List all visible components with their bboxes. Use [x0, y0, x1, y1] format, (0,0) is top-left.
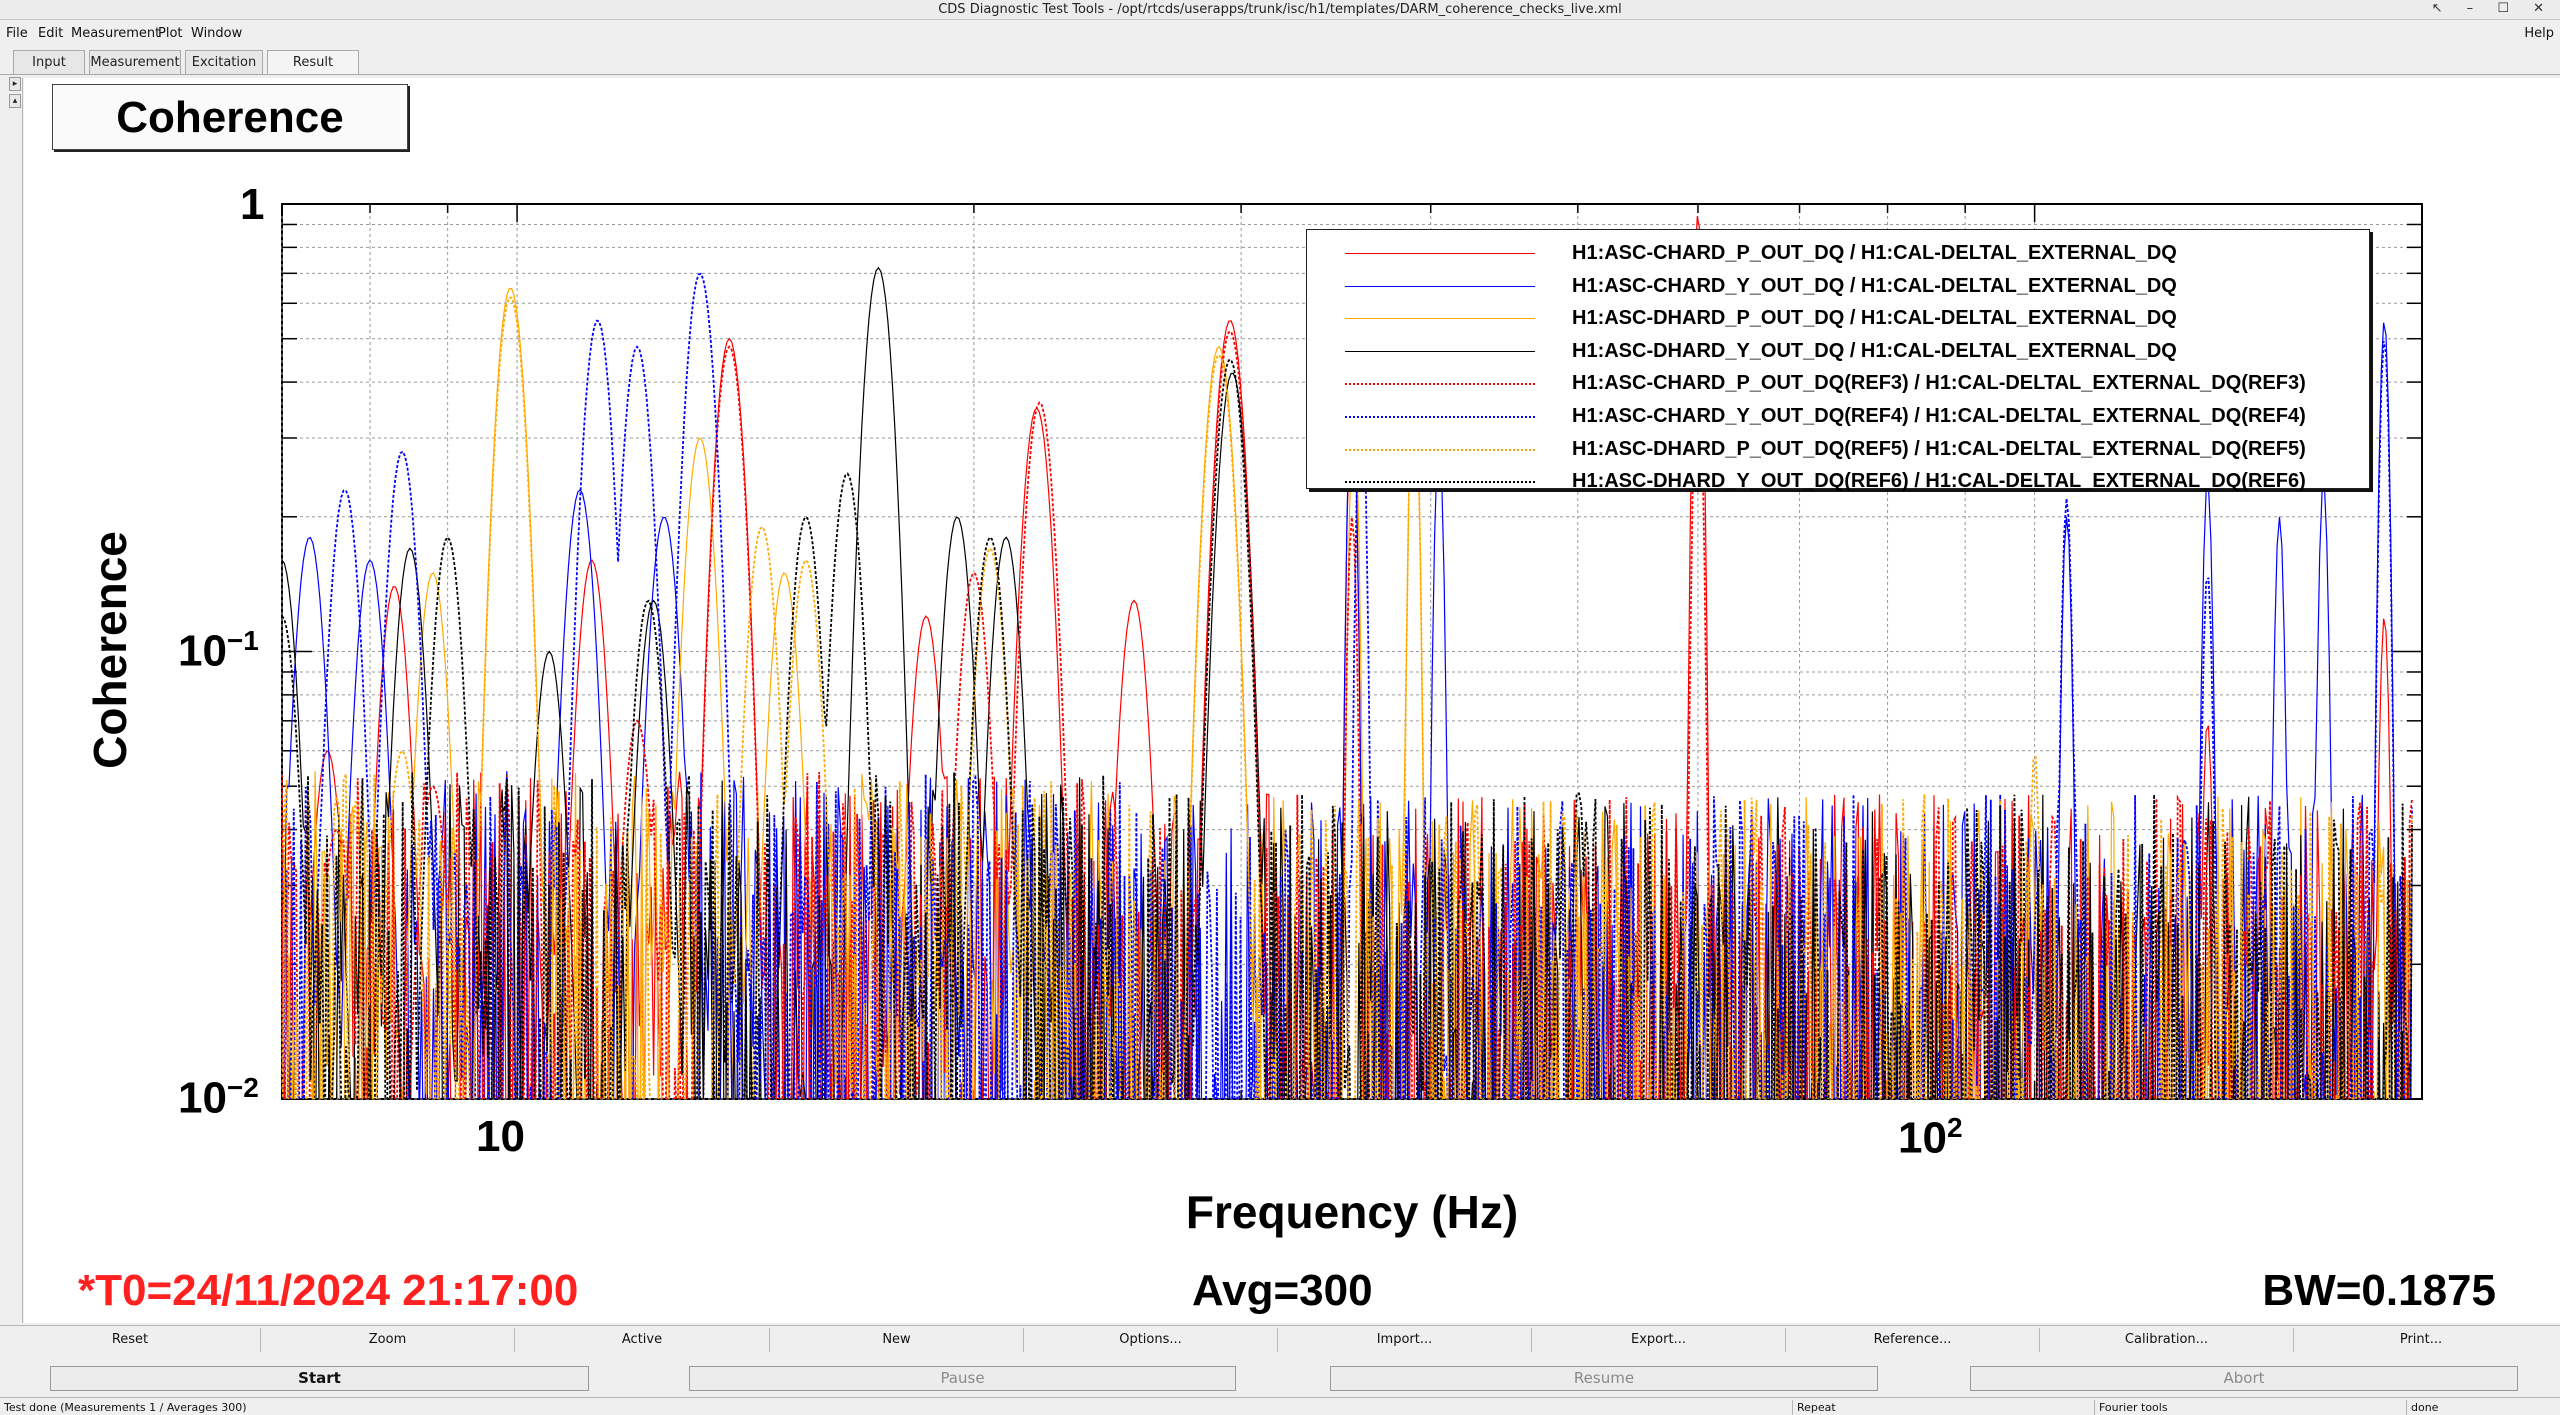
expand-up-icon[interactable]: ▴ [9, 94, 21, 108]
legend-entry: H1:ASC-DHARD_Y_OUT_DQ(REF6) / H1:CAL-DEL… [1307, 466, 2369, 498]
calibration-button[interactable]: Calibration... [2040, 1328, 2294, 1352]
expand-right-icon[interactable]: ▸ [9, 77, 21, 91]
legend-entry: H1:ASC-CHARD_Y_OUT_DQ(REF4) / H1:CAL-DEL… [1307, 401, 2369, 433]
side-divider [22, 78, 23, 1323]
menu-bar: File Edit Measurement Plot Window Help [0, 24, 2560, 46]
y-tick-label-0.01: 10−2 [178, 1072, 259, 1124]
y-tick-base: 10 [178, 1073, 227, 1123]
legend-label: H1:ASC-DHARD_Y_OUT_DQ / H1:CAL-DELTAL_EX… [1572, 339, 2177, 362]
menu-edit[interactable]: Edit [38, 26, 64, 41]
legend-swatch [1345, 318, 1535, 320]
title-bar: CDS Diagnostic Test Tools - /opt/rtcds/u… [0, 0, 2560, 20]
legend-entry: H1:ASC-DHARD_P_OUT_DQ(REF5) / H1:CAL-DEL… [1307, 434, 2369, 466]
status-bar: Test done (Measurements 1 / Averages 300… [0, 1397, 2560, 1415]
plot-toolbar: Reset Zoom Active New Options... Import.… [0, 1325, 2560, 1353]
legend-swatch [1345, 285, 1535, 287]
plot-title-box: Coherence [52, 84, 408, 150]
reference-button[interactable]: Reference... [1786, 1328, 2040, 1352]
start-time-label: *T0=24/11/2024 21:17:00 [78, 1266, 579, 1315]
tab-result[interactable]: Result [267, 50, 359, 75]
start-button[interactable]: Start [50, 1366, 589, 1391]
tab-measurement[interactable]: Measurement [89, 50, 181, 74]
bandwidth-label: BW=0.1875 [2262, 1266, 2496, 1315]
status-repeat: Repeat [1792, 1400, 1836, 1415]
new-button[interactable]: New [770, 1328, 1024, 1352]
legend-swatch [1345, 448, 1535, 451]
plot-title: Coherence [116, 93, 344, 142]
tab-excitation[interactable]: Excitation [185, 50, 263, 74]
x-tick-label-10: 10 [476, 1112, 525, 1161]
legend-label: H1:ASC-CHARD_Y_OUT_DQ(REF4) / H1:CAL-DEL… [1572, 405, 2306, 427]
abort-button[interactable]: Abort [1970, 1366, 2518, 1391]
legend-swatch [1345, 416, 1535, 418]
y-tick-base: 10 [178, 626, 227, 676]
legend-label: H1:ASC-DHARD_Y_OUT_DQ(REF6) / H1:CAL-DEL… [1572, 470, 2306, 493]
tab-input[interactable]: Input [13, 50, 85, 74]
menu-measurement[interactable]: Measurement [71, 26, 161, 41]
legend-entry: H1:ASC-DHARD_P_OUT_DQ / H1:CAL-DELTAL_EX… [1307, 303, 2369, 335]
legend-entry: H1:ASC-CHARD_P_OUT_DQ(REF3) / H1:CAL-DEL… [1307, 368, 2369, 400]
legend[interactable]: H1:ASC-CHARD_P_OUT_DQ / H1:CAL-DELTAL_EX… [1306, 229, 2370, 492]
legend-label: H1:ASC-DHARD_P_OUT_DQ(REF5) / H1:CAL-DEL… [1572, 437, 2306, 460]
tab-divider [0, 74, 2560, 75]
legend-label: H1:ASC-CHARD_Y_OUT_DQ / H1:CAL-DELTAL_EX… [1572, 274, 2177, 297]
active-button[interactable]: Active [515, 1328, 770, 1352]
x-tick-exponent: 2 [1946, 1112, 1963, 1143]
menu-help[interactable]: Help [2524, 26, 2554, 41]
y-tick-exponent: −1 [226, 625, 259, 656]
pause-button[interactable]: Pause [689, 1366, 1236, 1391]
legend-swatch [1345, 481, 1535, 484]
legend-entry: H1:ASC-DHARD_Y_OUT_DQ / H1:CAL-DELTAL_EX… [1307, 336, 2369, 368]
x-tick-base: 10 [1898, 1113, 1947, 1163]
x-tick-label-100: 102 [1898, 1112, 1963, 1164]
status-tools: Fourier tools [2094, 1400, 2168, 1415]
y-tick-exponent: −2 [226, 1072, 259, 1103]
legend-swatch [1345, 253, 1535, 254]
menu-file[interactable]: File [6, 26, 28, 41]
menu-window[interactable]: Window [191, 26, 243, 41]
y-tick-label-0.1: 10−1 [178, 625, 259, 677]
reset-button[interactable]: Reset [0, 1328, 261, 1352]
status-message: Test done (Measurements 1 / Averages 300… [4, 1401, 247, 1414]
legend-label: H1:ASC-CHARD_P_OUT_DQ(REF3) / H1:CAL-DEL… [1572, 372, 2306, 395]
options-button[interactable]: Options... [1024, 1328, 1278, 1352]
resume-button[interactable]: Resume [1330, 1366, 1878, 1391]
y-axis-label: Coherence [84, 531, 136, 769]
legend-swatch [1345, 383, 1535, 386]
print-button[interactable]: Print... [2399, 1332, 2443, 1347]
averages-label: Avg=300 [1192, 1266, 1373, 1315]
tab-bar: Input Measurement Excitation Result [0, 50, 2560, 76]
legend-label: H1:ASC-DHARD_P_OUT_DQ / H1:CAL-DELTAL_EX… [1572, 307, 2177, 330]
legend-label: H1:ASC-CHARD_P_OUT_DQ / H1:CAL-DELTAL_EX… [1572, 242, 2177, 264]
export-button[interactable]: Export... [1532, 1328, 1786, 1352]
y-tick-label-1: 1 [240, 180, 265, 229]
legend-swatch [1345, 350, 1535, 352]
status-state: done [2406, 1400, 2438, 1415]
zoom-button[interactable]: Zoom [261, 1328, 515, 1352]
import-button[interactable]: Import... [1278, 1328, 1532, 1352]
legend-entry: H1:ASC-CHARD_P_OUT_DQ / H1:CAL-DELTAL_EX… [1307, 238, 2369, 270]
window-title: CDS Diagnostic Test Tools - /opt/rtcds/u… [938, 2, 1622, 17]
run-controls: Start Pause Resume Abort [0, 1366, 2560, 1394]
window-controls[interactable]: ↖ – ☐ ✕ [2431, 1, 2554, 16]
menu-plot[interactable]: Plot [158, 26, 183, 41]
x-axis-label: Frequency (Hz) [1185, 1186, 1519, 1238]
legend-entry: H1:ASC-CHARD_Y_OUT_DQ / H1:CAL-DELTAL_EX… [1307, 271, 2369, 303]
